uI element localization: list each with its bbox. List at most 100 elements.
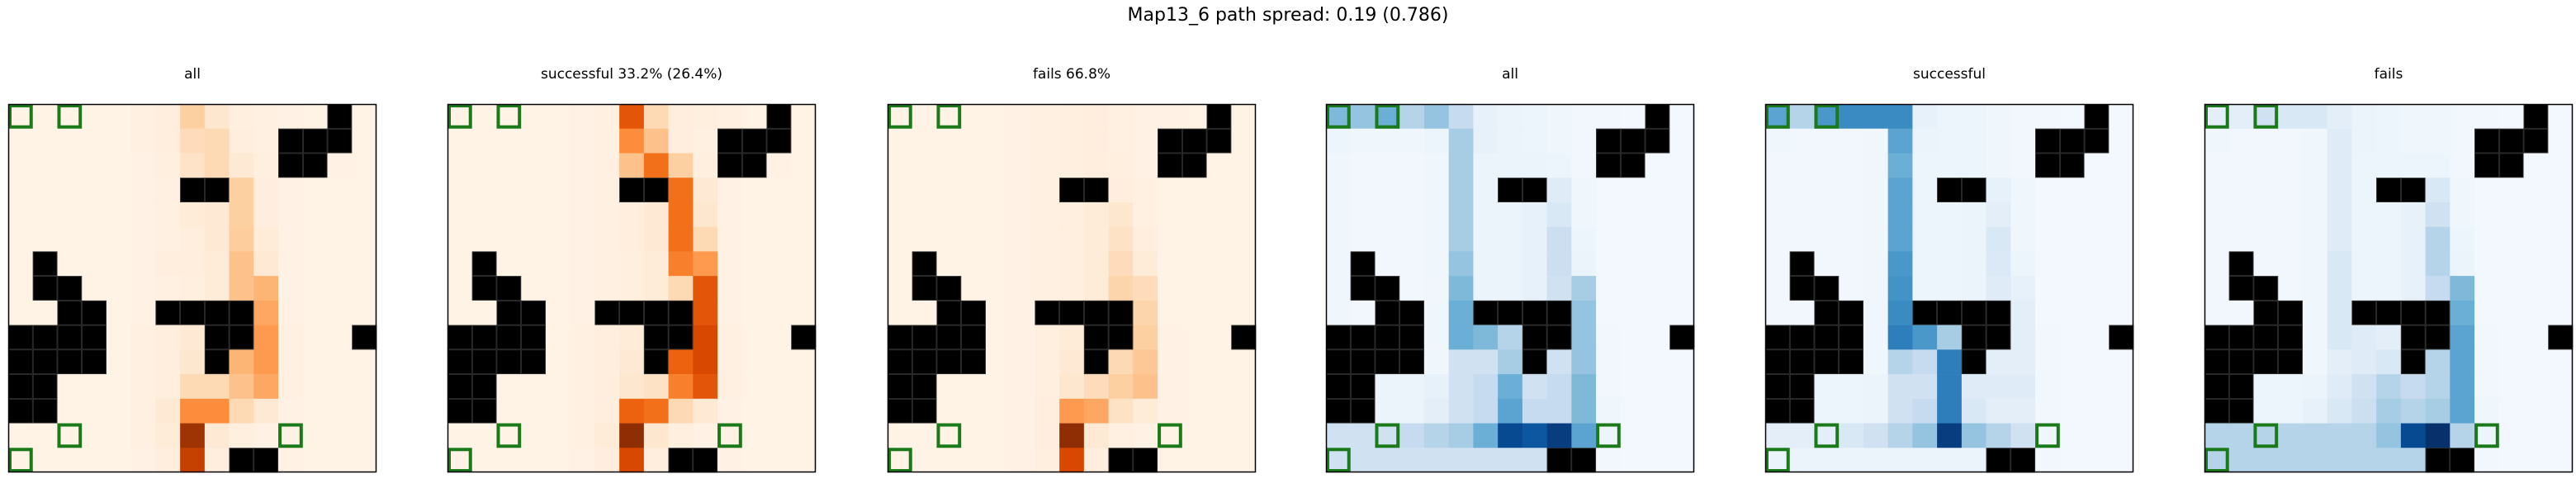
heat-cell bbox=[2498, 423, 2524, 448]
axes-frame bbox=[1325, 103, 1695, 473]
wall-cell-edge bbox=[912, 349, 937, 374]
heat-cell bbox=[1839, 178, 1864, 203]
heat-cell bbox=[1059, 349, 1085, 375]
heat-cell bbox=[1814, 104, 1840, 130]
wall-cell-edge bbox=[1375, 276, 1400, 301]
heat-cell bbox=[82, 276, 107, 301]
wall-cell bbox=[1571, 448, 1597, 473]
heat-cell bbox=[1814, 226, 1840, 252]
wall-cell-edge bbox=[1814, 325, 1840, 350]
wall-cell bbox=[327, 128, 353, 154]
heat-cell bbox=[1765, 128, 1791, 154]
wall-cell bbox=[229, 325, 254, 350]
heat-cell bbox=[1620, 276, 1646, 301]
wall-cell bbox=[447, 325, 473, 350]
heat-cell bbox=[2059, 398, 2085, 424]
heat-cell bbox=[1133, 276, 1158, 301]
heat-cell bbox=[2278, 398, 2304, 424]
wall-cell-edge bbox=[2278, 349, 2303, 374]
wall-cell bbox=[936, 300, 962, 325]
heat-cell bbox=[1839, 276, 1864, 301]
wall-cell bbox=[8, 398, 34, 424]
heat-cell bbox=[594, 398, 620, 424]
wall-cell-edge bbox=[1350, 349, 1376, 374]
heat-cell bbox=[2109, 276, 2134, 301]
heat-cell bbox=[496, 104, 522, 130]
heat-cell bbox=[570, 325, 595, 350]
heat-cell bbox=[229, 153, 254, 178]
heat-cell bbox=[1887, 226, 1913, 252]
heat-cell bbox=[1108, 251, 1134, 277]
heat-cell bbox=[1231, 153, 1257, 178]
heat-cell bbox=[327, 276, 353, 301]
heat-cell bbox=[1448, 251, 1474, 277]
heat-cell bbox=[180, 226, 206, 252]
heat-cell bbox=[1669, 448, 1695, 473]
wall-cell bbox=[57, 276, 83, 301]
heat-cell bbox=[1498, 128, 1523, 154]
heat-cell bbox=[2059, 226, 2085, 252]
wall-cell-edge bbox=[1375, 325, 1400, 350]
heat-cell bbox=[961, 178, 987, 203]
wall-cell-edge bbox=[668, 301, 694, 325]
heat-cell bbox=[619, 128, 645, 154]
heat-cell bbox=[2278, 202, 2304, 227]
heat-cell bbox=[229, 226, 254, 252]
wall-cell bbox=[32, 398, 58, 424]
wall-cell bbox=[2400, 300, 2426, 325]
heat-cell bbox=[180, 349, 206, 375]
heat-cell bbox=[1571, 104, 1597, 130]
heat-cell bbox=[1620, 178, 1646, 203]
heat-cell bbox=[2010, 398, 2036, 424]
heat-cell bbox=[2109, 153, 2134, 178]
heat-cell bbox=[1839, 374, 1864, 400]
heat-cell bbox=[888, 226, 913, 252]
wall-cell bbox=[229, 300, 254, 325]
heat-cell bbox=[1181, 202, 1207, 227]
heat-cell bbox=[1423, 448, 1449, 473]
heat-cell bbox=[278, 276, 304, 301]
heat-cell bbox=[2425, 153, 2451, 178]
heat-cell bbox=[668, 349, 694, 375]
heat-cell bbox=[2548, 178, 2574, 203]
heat-cell bbox=[1571, 398, 1597, 424]
wall-cell bbox=[1522, 349, 1547, 375]
heat-cell bbox=[2548, 276, 2574, 301]
heat-cell bbox=[1399, 251, 1425, 277]
wall-cell bbox=[1961, 349, 1986, 375]
heat-cell bbox=[741, 398, 767, 424]
heat-cell bbox=[521, 128, 547, 154]
heat-cell bbox=[643, 448, 669, 473]
heat-cell bbox=[1326, 423, 1352, 448]
heat-cell bbox=[693, 276, 718, 301]
wall-cell bbox=[1789, 276, 1815, 301]
wall-cell-edge bbox=[2278, 301, 2303, 325]
heat-cell bbox=[2228, 128, 2254, 154]
heat-cell bbox=[1596, 349, 1622, 375]
wall-cell-edge bbox=[32, 349, 58, 374]
wall-cell-edge bbox=[619, 178, 644, 202]
heat-cell bbox=[2450, 178, 2475, 203]
wall-cell-edge bbox=[1522, 325, 1547, 350]
heat-cell bbox=[2010, 276, 2036, 301]
heat-cell bbox=[2450, 423, 2475, 448]
heat-cell bbox=[253, 398, 279, 424]
heat-cell bbox=[471, 448, 497, 473]
heat-cell bbox=[1937, 374, 1963, 400]
wall-cell bbox=[594, 300, 620, 325]
heat-cell bbox=[2035, 448, 2061, 473]
wall-cell bbox=[1986, 325, 2011, 350]
heat-cell bbox=[766, 202, 792, 227]
heat-cell bbox=[668, 251, 694, 277]
heat-cell bbox=[1423, 178, 1449, 203]
wall-cell bbox=[521, 325, 547, 350]
heat-cell bbox=[1158, 276, 1183, 301]
heat-cell bbox=[130, 226, 156, 252]
heat-cell bbox=[1448, 300, 1474, 325]
heat-cell bbox=[82, 128, 107, 154]
wall-cell bbox=[1912, 300, 1938, 325]
wall-cell bbox=[155, 300, 181, 325]
heat-cell bbox=[2228, 226, 2254, 252]
wall-cell-edge bbox=[2376, 178, 2401, 202]
heat-cell bbox=[496, 398, 522, 424]
